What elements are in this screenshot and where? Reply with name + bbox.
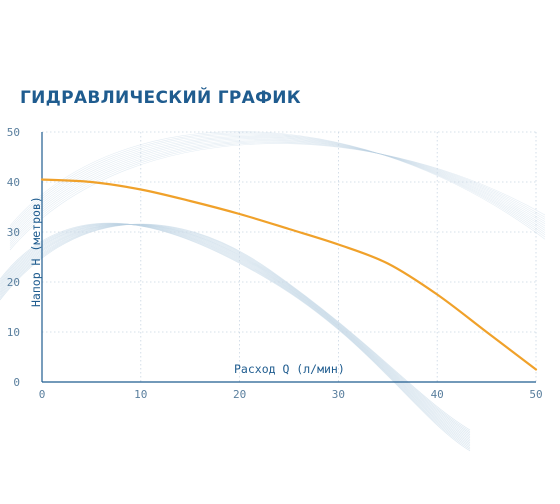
decor-arc [9, 133, 546, 236]
y-tick-label: 30 [7, 226, 20, 239]
decor-arc [9, 138, 546, 240]
x-tick-label: 20 [233, 388, 246, 401]
decor-arc [9, 143, 546, 251]
chart-title: ГИДРАВЛИЧЕСКИЙ ГРАФИК [20, 88, 301, 108]
decor-wave [0, 223, 471, 450]
decor-wave [0, 223, 471, 444]
series-layer [40, 178, 538, 371]
decor-arc [9, 131, 546, 240]
decor-arc [9, 134, 546, 233]
decor-wave [0, 224, 471, 440]
x-tick-label: 10 [134, 388, 147, 401]
decor-arc [9, 139, 546, 242]
y-tick-label: 40 [7, 176, 20, 189]
decor-wave [0, 222, 471, 452]
decor-arc [9, 142, 546, 248]
decor-wave [0, 224, 471, 439]
x-axis-label: Расход Q (л/мин) [234, 362, 345, 376]
decorative-waves [0, 131, 546, 452]
x-tick-label: 30 [332, 388, 345, 401]
decor-arc [9, 135, 546, 235]
decor-wave [0, 223, 471, 448]
y-tick-label: 0 [13, 376, 20, 389]
decor-arc [9, 140, 546, 244]
decor-wave [0, 223, 471, 432]
pump-curve-line [40, 178, 538, 371]
decor-wave [0, 223, 471, 445]
decor-wave [0, 224, 471, 436]
x-tick-label: 40 [431, 388, 444, 401]
y-tick-label: 10 [7, 326, 20, 339]
decor-wave [0, 224, 471, 437]
decor-wave [0, 223, 471, 447]
x-tick-label: 0 [39, 388, 46, 401]
y-tick-label: 50 [7, 126, 20, 139]
tick-labels: 0 10 20 30 40 50 0 10 20 30 40 50 [7, 126, 543, 401]
decor-wave [0, 224, 471, 442]
decor-wave [0, 223, 471, 431]
decor-arc [9, 137, 546, 237]
y-tick-label: 20 [7, 276, 20, 289]
x-tick-label: 50 [529, 388, 542, 401]
chart-axes [41, 132, 536, 383]
chart-grid [41, 131, 537, 383]
y-axis-label: Напор Н (метров) [29, 196, 43, 307]
decor-wave [0, 224, 471, 434]
decor-arc [9, 141, 546, 246]
